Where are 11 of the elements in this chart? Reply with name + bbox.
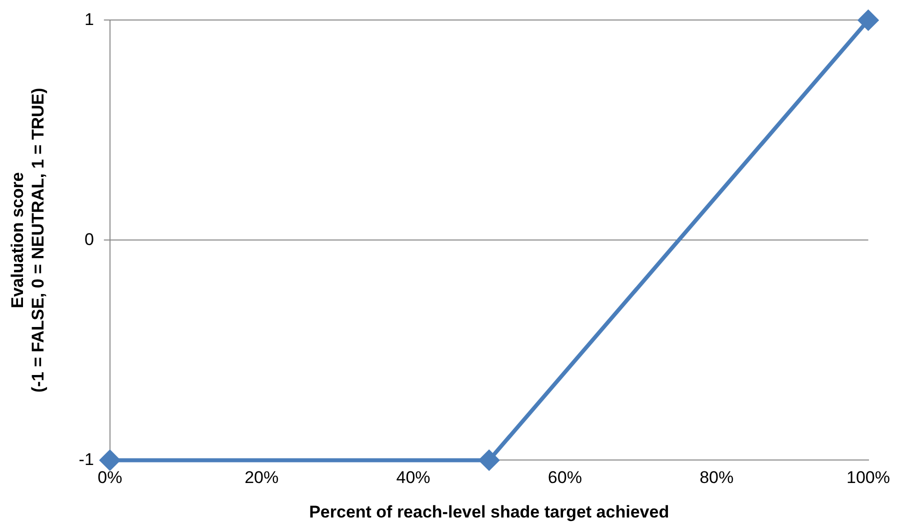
y-tick-label: 1 bbox=[84, 10, 94, 29]
x-tick-label: 60% bbox=[548, 468, 582, 488]
x-tick-label: 0% bbox=[98, 468, 122, 488]
y-axis-title: Evaluation score (-1 = FALSE, 0 = NEUTRAL, 1 = TRUE) bbox=[8, 88, 48, 393]
x-tick-label: 100% bbox=[846, 468, 890, 488]
x-axis-title: Percent of reach-level shade target achieved bbox=[309, 502, 670, 522]
x-tick-label: 40% bbox=[396, 468, 430, 488]
y-tick-label: 0 bbox=[84, 230, 94, 249]
y-tick-label: -1 bbox=[78, 450, 94, 469]
x-tick-label: 20% bbox=[244, 468, 279, 488]
x-tick-label: 80% bbox=[700, 468, 734, 488]
